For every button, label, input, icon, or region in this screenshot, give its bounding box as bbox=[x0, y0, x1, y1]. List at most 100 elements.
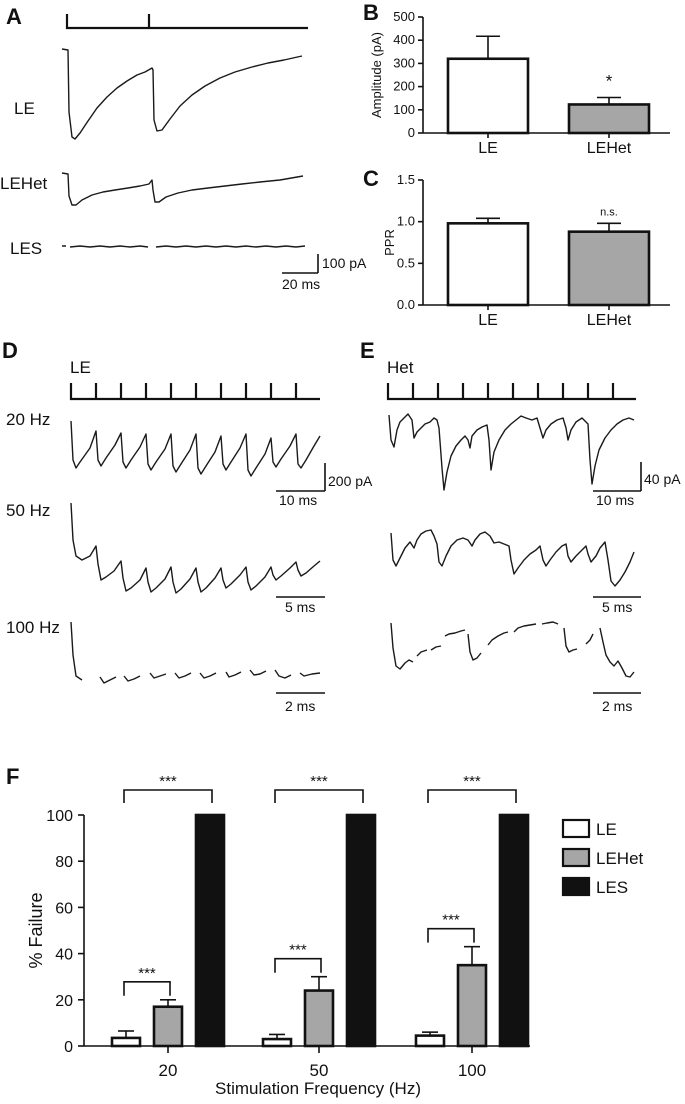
chart-b-xtick-label: LEHet bbox=[587, 140, 632, 157]
scalebar-e-x-100hz: 2 ms bbox=[602, 698, 632, 714]
chart-c-ytick-label: 0.5 bbox=[397, 255, 415, 270]
chart-f-ylabel: % Failure bbox=[26, 892, 46, 968]
chart-c-bar bbox=[446, 222, 530, 307]
chart-c-ytick-label: 1.0 bbox=[397, 214, 415, 229]
chart-f-xlabel: Stimulation Frequency (Hz) bbox=[215, 1079, 421, 1098]
chart-f-significance: *** bbox=[310, 773, 328, 790]
chart-b-xtick-label: LE bbox=[478, 140, 498, 157]
chart-f-bar-lehet bbox=[152, 1005, 184, 1048]
panel-d-row-20hz: 20 Hz bbox=[6, 410, 50, 429]
trace-d-100hz bbox=[70, 621, 321, 684]
chart-f-ytick-label: 100 bbox=[46, 808, 73, 825]
chart-f-bracket-le-lehet bbox=[123, 981, 171, 996]
chart-f-significance: *** bbox=[138, 965, 156, 982]
chart-c-ppr: 0.0 0.5 1.0 1.5 PPR LE LEHet n.s. bbox=[382, 172, 670, 329]
chart-b-ytick-label: 100 bbox=[393, 102, 415, 117]
chart-c-bar bbox=[567, 230, 651, 307]
chart-c-ytick-label: 1.5 bbox=[397, 172, 415, 187]
panel-e-genotype: Het bbox=[387, 358, 414, 377]
chart-f-legend-swatch-le bbox=[561, 818, 591, 839]
chart-b-ytick-label: 500 bbox=[393, 9, 415, 24]
chart-f-legend-label-le: LE bbox=[596, 820, 617, 839]
trace-e-20hz bbox=[388, 413, 635, 491]
trace-a-les bbox=[62, 245, 306, 248]
panel-label-f: F bbox=[6, 764, 19, 789]
scalebar-e-x-20hz: 10 ms bbox=[596, 492, 634, 508]
chart-f-bracket-le-les bbox=[427, 789, 517, 803]
panel-e-stimulus-bar bbox=[386, 383, 636, 401]
chart-f-bar-le bbox=[110, 1036, 142, 1048]
chart-b-ytick-label: 300 bbox=[393, 55, 415, 70]
chart-f-bracket-le-lehet bbox=[427, 927, 475, 943]
chart-b-significance: * bbox=[606, 72, 613, 91]
chart-f-failure: 0 20 40 60 80 100 % Failure Stimulation Frequen… bbox=[26, 773, 644, 1098]
trace-label-lehet: LEHet bbox=[0, 174, 48, 193]
chart-b-ylabel: Amplitude (pA) bbox=[369, 32, 384, 118]
chart-f-ytick-label: 40 bbox=[55, 947, 73, 964]
chart-f-ytick-label: 20 bbox=[55, 993, 73, 1010]
chart-f-bar-les bbox=[194, 813, 226, 1048]
chart-f-xtick-label: 50 bbox=[310, 1061, 329, 1080]
scalebar-e-x-50hz: 5 ms bbox=[602, 599, 632, 615]
panel-d-genotype: LE bbox=[70, 358, 91, 377]
chart-f-bar-le bbox=[261, 1037, 293, 1048]
chart-f-bar-les bbox=[498, 813, 530, 1048]
chart-f-ytick-label: 60 bbox=[55, 900, 73, 917]
scalebar-a-y-label: 100 pA bbox=[322, 255, 367, 271]
chart-f-significance: *** bbox=[159, 773, 177, 790]
chart-f-significance: *** bbox=[442, 912, 460, 929]
chart-f-xtick-label: 100 bbox=[458, 1061, 486, 1080]
chart-b-ytick-label: 200 bbox=[393, 79, 415, 94]
chart-f-bar-les bbox=[345, 813, 377, 1048]
chart-f-legend-swatch-les bbox=[561, 876, 591, 897]
chart-f-ytick-label: 0 bbox=[64, 1039, 73, 1056]
trace-a-le bbox=[61, 48, 303, 140]
panel-d-row-100hz: 100 Hz bbox=[6, 618, 60, 637]
panel-label-d: D bbox=[2, 338, 18, 363]
scalebar-e-y-label: 40 pA bbox=[644, 471, 681, 487]
trace-e-100hz bbox=[390, 621, 635, 678]
panel-label-c: C bbox=[363, 166, 379, 191]
chart-f-legend-swatch-lehet bbox=[561, 847, 591, 868]
trace-label-les: LES bbox=[10, 239, 42, 258]
panel-label-e: E bbox=[360, 338, 375, 363]
scalebar-d-y-label: 200 pA bbox=[328, 473, 373, 489]
scalebar-d-x-50hz: 5 ms bbox=[285, 599, 315, 615]
trace-label-le: LE bbox=[14, 99, 35, 118]
chart-c-ylabel: PPR bbox=[382, 229, 397, 256]
panel-label-b: B bbox=[363, 0, 379, 25]
chart-f-bracket-le-lehet bbox=[274, 957, 322, 973]
panel-label-a: A bbox=[6, 4, 22, 29]
trace-e-50hz bbox=[390, 529, 635, 587]
chart-f-significance: *** bbox=[289, 942, 307, 959]
chart-f-xtick-label: 20 bbox=[159, 1061, 178, 1080]
trace-a-lehet bbox=[61, 172, 304, 206]
panel-a-stimulus-bar bbox=[65, 14, 308, 30]
chart-f-legend-label-les: LES bbox=[596, 878, 628, 897]
chart-f-bar-le bbox=[414, 1034, 446, 1048]
chart-c-ytick-label: 0.0 bbox=[397, 297, 415, 312]
chart-b-bar bbox=[567, 103, 651, 135]
chart-f-bracket-le-les bbox=[274, 789, 364, 803]
trace-d-20hz bbox=[70, 420, 321, 477]
chart-c-significance: n.s. bbox=[600, 206, 618, 218]
chart-f-ytick-label: 80 bbox=[55, 854, 73, 871]
chart-b-bar bbox=[446, 57, 530, 135]
panel-d-scalebars bbox=[276, 463, 326, 694]
chart-f-bar-lehet bbox=[303, 989, 335, 1048]
chart-c-xtick-label: LEHet bbox=[587, 312, 632, 329]
scalebar-a-x-label: 20 ms bbox=[282, 276, 320, 292]
chart-f-bracket-le-les bbox=[123, 789, 213, 803]
trace-d-50hz bbox=[70, 502, 321, 594]
chart-b-ytick-label: 0 bbox=[408, 125, 415, 140]
panel-a-scalebar bbox=[282, 254, 319, 274]
panel-d-stimulus-bar bbox=[69, 383, 320, 401]
scalebar-d-x-100hz: 2 ms bbox=[285, 698, 315, 714]
chart-c-xtick-label: LE bbox=[478, 312, 498, 329]
scalebar-d-x-20hz: 10 ms bbox=[279, 492, 317, 508]
panel-e-scalebars bbox=[593, 462, 642, 694]
panel-d-row-50hz: 50 Hz bbox=[6, 501, 50, 520]
chart-b-ytick-label: 400 bbox=[393, 32, 415, 47]
chart-f-significance: *** bbox=[463, 773, 481, 790]
